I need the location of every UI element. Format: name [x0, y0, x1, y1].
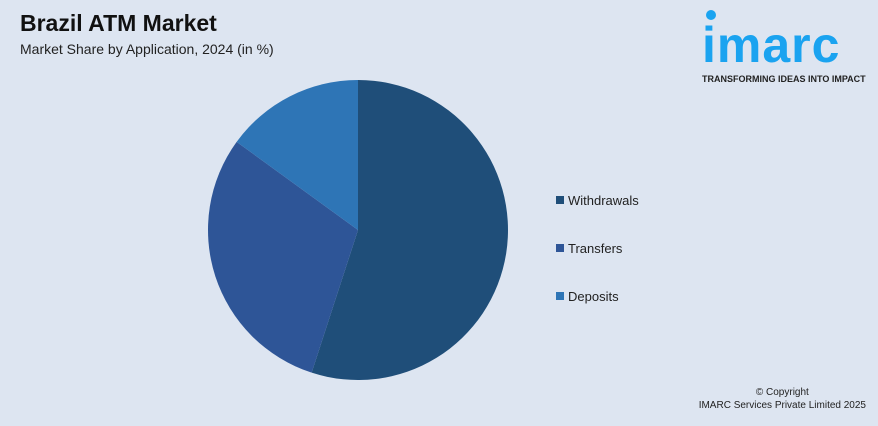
legend-swatch — [556, 196, 564, 204]
copyright-company: IMARC Services Private Limited 2025 — [698, 400, 866, 411]
logo-dot — [706, 10, 716, 20]
legend-label: Transfers — [568, 240, 623, 256]
legend-item-deposits: Deposits — [556, 272, 639, 320]
pie-slice-transfers — [207, 141, 358, 373]
legend-swatch — [556, 244, 564, 252]
logo-wordmark: imarc — [702, 17, 841, 73]
chart-subtitle: Market Share by Application, 2024 (in %) — [20, 41, 274, 57]
legend-item-transfers: Transfers — [556, 224, 639, 272]
chart-title: Brazil ATM Market — [20, 10, 217, 36]
copyright-line: © Copyright — [755, 387, 809, 398]
pie-slice-deposits — [236, 80, 358, 230]
legend-label: Deposits — [568, 288, 619, 304]
imarc-logo: imarc TRANSFORMING IDEAS INTO IMPACT — [702, 8, 872, 84]
legend-label: Withdrawals — [568, 192, 639, 208]
pie-slice-withdrawals — [311, 80, 508, 380]
legend: Withdrawals Transfers Deposits — [556, 176, 639, 320]
logo-tagline: TRANSFORMING IDEAS INTO IMPACT — [702, 74, 866, 84]
legend-swatch — [556, 292, 564, 300]
copyright: © Copyright IMARC Services Private Limit… — [699, 386, 866, 412]
legend-item-withdrawals: Withdrawals — [556, 176, 639, 224]
